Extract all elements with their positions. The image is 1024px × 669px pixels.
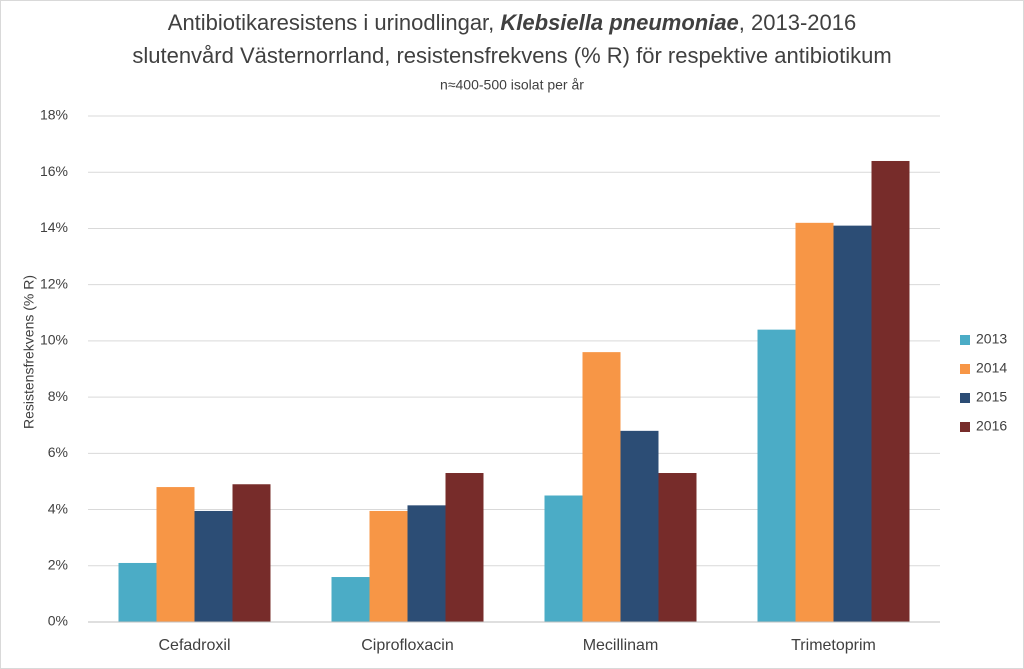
y-tick-label: 18% bbox=[40, 107, 68, 123]
y-tick-label: 12% bbox=[40, 275, 68, 291]
title-part: Klebsiella pneumoniae bbox=[500, 10, 738, 35]
chart-title: Antibiotikaresistens i urinodlingar, Kle… bbox=[168, 10, 856, 35]
y-tick-label: 10% bbox=[40, 332, 68, 348]
x-tick-label: Mecillinam bbox=[583, 637, 659, 654]
legend-label: 2015 bbox=[976, 389, 1007, 405]
bar bbox=[658, 473, 697, 622]
y-tick-label: 0% bbox=[48, 613, 68, 629]
x-tick-label: Cefadroxil bbox=[158, 637, 230, 654]
bar bbox=[118, 562, 157, 622]
legend-swatch bbox=[960, 364, 970, 374]
legend-swatch bbox=[960, 422, 970, 432]
bar bbox=[544, 495, 583, 622]
bar bbox=[795, 222, 834, 623]
x-tick-label: Ciprofloxacin bbox=[361, 637, 453, 654]
legend-label: 2013 bbox=[976, 331, 1007, 347]
y-tick-label: 8% bbox=[48, 388, 68, 404]
bar bbox=[232, 484, 271, 622]
chart-subtitle: slutenvård Västernorrland, resistensfrek… bbox=[132, 43, 891, 68]
bar bbox=[582, 352, 621, 622]
legend-swatch bbox=[960, 335, 970, 345]
bar bbox=[620, 430, 659, 622]
y-tick-label: 16% bbox=[40, 163, 68, 179]
title-part: , 2013-2016 bbox=[739, 10, 856, 35]
bar bbox=[194, 510, 233, 622]
bar bbox=[871, 160, 910, 622]
x-tick-label: Trimetoprim bbox=[791, 637, 876, 654]
legend-label: 2014 bbox=[976, 360, 1007, 376]
legend-swatch bbox=[960, 393, 970, 403]
y-tick-label: 14% bbox=[40, 219, 68, 235]
bar bbox=[833, 225, 872, 622]
chart-note: n≈400-500 isolat per år bbox=[440, 77, 584, 93]
bar bbox=[445, 473, 484, 622]
title-part: Antibiotikaresistens i urinodlingar, bbox=[168, 10, 501, 35]
y-tick-label: 6% bbox=[48, 444, 68, 460]
bar bbox=[331, 577, 370, 622]
legend-label: 2016 bbox=[976, 418, 1007, 434]
y-tick-label: 4% bbox=[48, 500, 68, 516]
bar bbox=[369, 510, 408, 622]
y-axis-label: Resistensfrekvens (% R) bbox=[21, 275, 37, 429]
y-tick-label: 2% bbox=[48, 556, 68, 572]
bar bbox=[757, 329, 796, 622]
bar bbox=[156, 487, 195, 622]
bar bbox=[407, 505, 446, 622]
